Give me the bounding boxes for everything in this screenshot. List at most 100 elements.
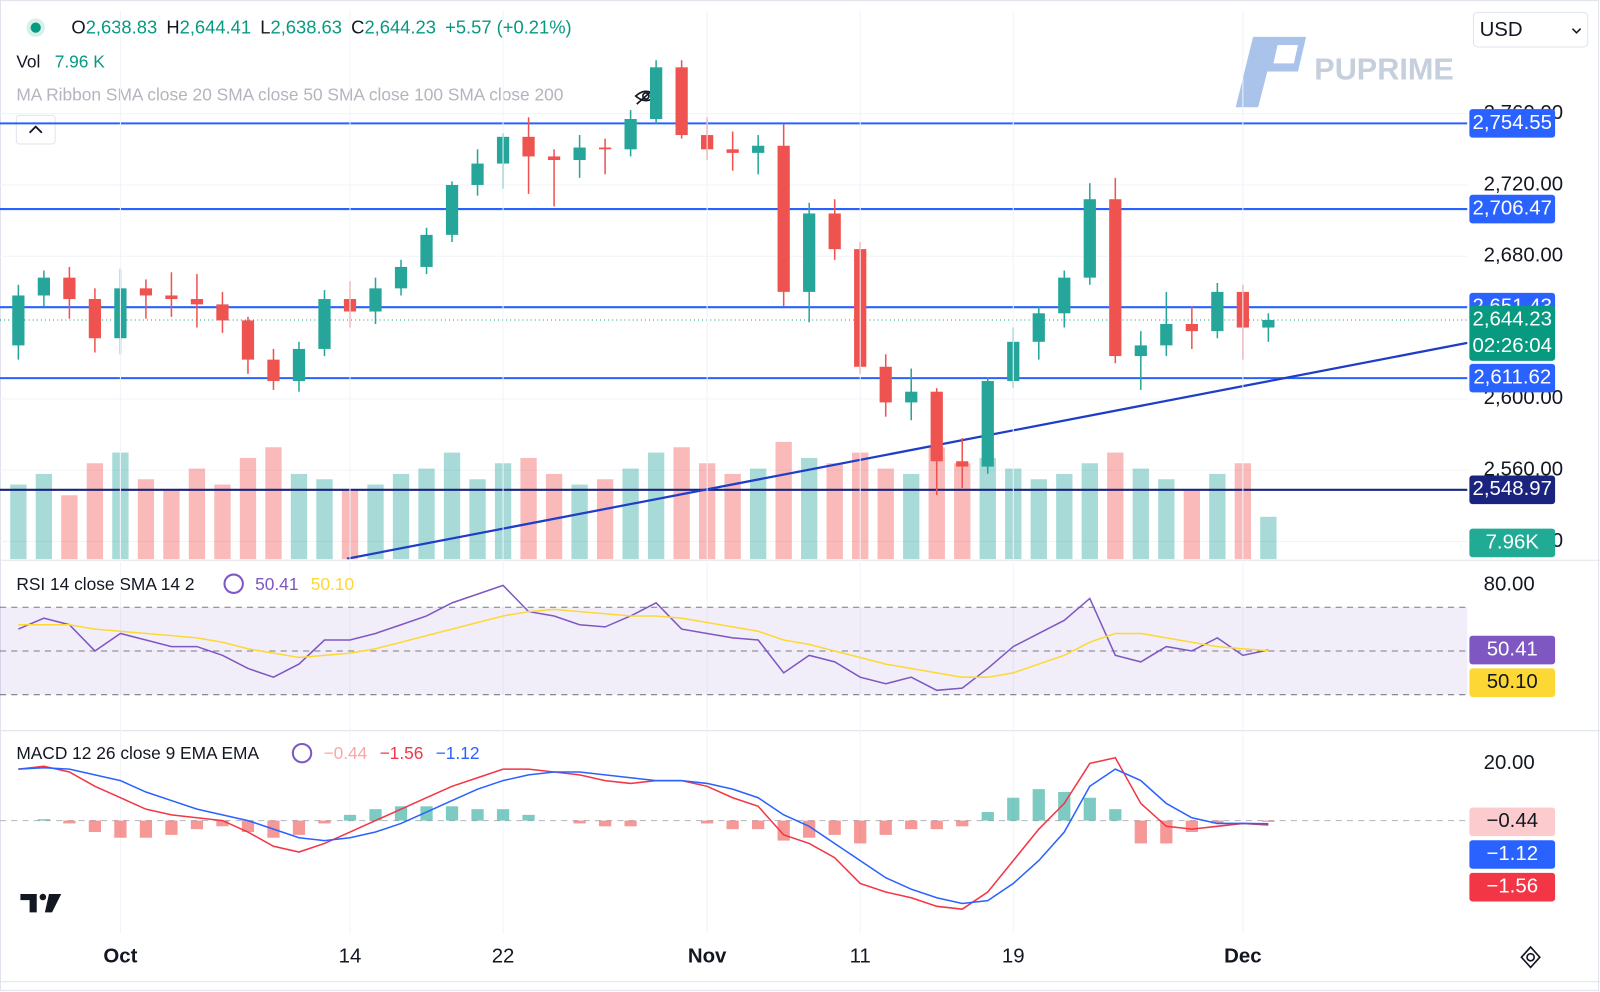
volume-bar	[750, 468, 767, 560]
candle-body	[216, 304, 229, 321]
rsi-legend-title: RSI 14 close SMA 14 2	[16, 573, 194, 593]
y-tick-label: 80.00	[1484, 574, 1535, 596]
candle-body	[650, 67, 663, 120]
candle-body	[726, 149, 739, 153]
volume-bar	[724, 473, 741, 560]
macd-legend: MACD 12 26 close 9 EMA EMA	[16, 743, 259, 763]
x-tick-label: 19	[1002, 946, 1025, 968]
volume-bar	[545, 473, 563, 560]
candle-body	[190, 299, 204, 305]
candle-body	[803, 213, 816, 292]
candle-body	[879, 366, 892, 403]
ohlc-key: O	[71, 16, 85, 37]
volume-bar	[418, 468, 435, 560]
macd-histogram-bar	[471, 809, 484, 821]
settings-icon[interactable]	[1520, 945, 1541, 969]
volume-bar	[1056, 473, 1073, 560]
candle-body	[37, 277, 50, 296]
level-badge-label: 2,706.47	[1473, 197, 1552, 219]
candle-body	[930, 391, 943, 462]
currency-chevron	[1571, 28, 1582, 34]
volume-bar	[877, 468, 894, 560]
volume-bar	[443, 452, 461, 560]
legend-values: −0.44 −1.56 −1.12	[323, 743, 479, 763]
volume-bar	[826, 463, 843, 560]
y-tick-label: 2,720.00	[1484, 173, 1563, 195]
currency-select[interactable]	[1472, 11, 1589, 48]
macd-histogram-bar	[445, 806, 459, 821]
macd-histogram-bar	[905, 820, 918, 830]
ohlc-key: L	[260, 16, 270, 37]
macd-histogram-bar	[598, 820, 612, 827]
candle-body	[1185, 323, 1198, 332]
macd-histogram-bar	[139, 820, 153, 838]
legend-value: 50.10	[311, 573, 354, 593]
indicator-badge	[1469, 840, 1556, 869]
y-tick-label: 2,560.00	[1484, 459, 1563, 481]
macd-legend-title: MACD 12 26 close 9 EMA EMA	[16, 743, 259, 763]
volume-bar	[1260, 516, 1277, 560]
tradingview-logo	[20, 893, 62, 913]
candle-body	[394, 266, 408, 289]
volume-bar	[647, 452, 665, 560]
ohlc-value: 2,638.83	[86, 16, 157, 37]
volume-bar	[316, 479, 333, 560]
current-price-badge-label: 2,644.23	[1473, 308, 1552, 330]
macd-histogram-bar	[1032, 789, 1045, 821]
volume-bar	[1107, 452, 1124, 560]
candle-body	[165, 295, 178, 300]
indicator-badge-label: 50.41	[1487, 638, 1538, 660]
ohlc-key: C	[351, 16, 364, 37]
x-tick-label: 11	[850, 946, 871, 968]
volume-bar	[571, 484, 588, 560]
volume-bar	[1183, 489, 1200, 560]
volume-badge-label: 7.96K	[1486, 531, 1540, 553]
volume-bar	[622, 468, 639, 560]
volume-badge	[1469, 528, 1556, 558]
volume-bar	[290, 473, 308, 560]
volume-bar	[928, 447, 945, 560]
candle-body	[522, 136, 535, 157]
macd-histogram-bar	[216, 820, 229, 827]
macd-histogram-bar	[1109, 809, 1122, 821]
legend-value: 50.41	[255, 573, 298, 593]
volume-bar	[214, 484, 231, 560]
macd-histogram-bar	[37, 819, 50, 821]
volume-bar	[1081, 463, 1098, 560]
volume-bar	[265, 447, 282, 560]
ohlc-legend: O2,638.83 H2,644.41 L2,638.63 C2,644.23 …	[71, 16, 571, 37]
candle-body	[1109, 199, 1122, 357]
volume-bar	[903, 473, 920, 560]
y-tick-label: 2,600.00	[1484, 387, 1563, 409]
volume-bar	[520, 457, 537, 560]
x-tick-label: 22	[492, 946, 515, 968]
level-badge	[1469, 363, 1556, 393]
candle-body	[624, 119, 637, 150]
candle-body	[547, 156, 561, 161]
volume-bar	[188, 468, 206, 560]
macd-histogram-bar	[114, 820, 127, 838]
price-pane	[0, 60, 1468, 560]
volume-bar	[137, 479, 155, 560]
ohlc-value: 2,644.23	[364, 16, 435, 37]
candle-body	[1211, 291, 1224, 332]
status-dot	[30, 22, 41, 33]
indicator-badge-label: −1.56	[1486, 876, 1538, 898]
candle-body	[752, 145, 765, 153]
candle-body	[471, 163, 484, 185]
macd-histogram-bar	[369, 809, 382, 821]
volume-bar	[1030, 479, 1047, 560]
candle-body	[956, 461, 969, 467]
candle-body	[241, 320, 255, 360]
indicator-badge	[1469, 635, 1556, 665]
candle-body	[267, 359, 280, 382]
macd-histogram-bar	[496, 809, 510, 821]
candle-body	[318, 299, 331, 349]
volume-bar	[775, 441, 792, 560]
legend-value: −1.56	[380, 743, 424, 763]
macd-histogram-bar	[624, 820, 637, 827]
macd-histogram-bar	[241, 820, 255, 833]
collapse-button[interactable]	[15, 114, 56, 145]
